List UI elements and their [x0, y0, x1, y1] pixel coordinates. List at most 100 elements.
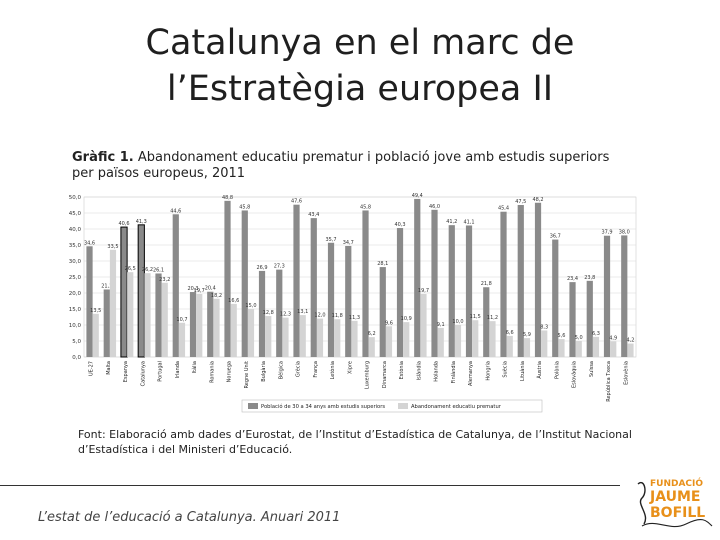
- data-label: 10,9: [401, 316, 412, 322]
- bar-early-leaving: [506, 335, 513, 357]
- bar-higher-education: [552, 239, 559, 357]
- bar-early-leaving: [334, 319, 341, 357]
- chart-caption: Gràfic 1. Abandonament educatiu prematur…: [72, 150, 632, 182]
- bar-early-leaving: [196, 293, 203, 357]
- bar-early-leaving: [437, 327, 444, 357]
- legend-swatch: [248, 403, 258, 409]
- bar-early-leaving: [575, 341, 582, 357]
- data-label: 23,4: [567, 276, 578, 282]
- legend-label: Població de 30 a 34 anys amb estudis sup…: [261, 403, 385, 410]
- data-label: 47,6: [291, 199, 302, 205]
- data-label: 23,2: [159, 277, 170, 283]
- logo-line-2: JAUME: [649, 489, 700, 505]
- legend-box: [241, 399, 543, 413]
- x-tick-label: França: [313, 361, 319, 378]
- data-label: 12,3: [280, 312, 291, 318]
- y-tick-label: 0,0: [72, 355, 81, 361]
- x-tick-label: Eslovàquia: [571, 361, 578, 388]
- x-tick-label: Àustria: [536, 361, 543, 379]
- data-label: 48,2: [532, 197, 543, 203]
- bar-higher-education: [155, 273, 162, 357]
- data-label: 5,6: [558, 333, 566, 339]
- bar-early-leaving: [385, 326, 393, 357]
- bar-higher-education: [207, 291, 214, 357]
- data-label: 26,5: [125, 266, 136, 272]
- bar-higher-education: [500, 211, 507, 357]
- x-tick-label: UE-27: [89, 361, 95, 376]
- source-note: Font: Elaboració amb dades d’Eurostat, d…: [78, 428, 632, 456]
- y-tick-label: 40,0: [69, 227, 82, 233]
- footer-text: L’estat de l’educació a Catalunya. Anuar…: [38, 510, 341, 525]
- data-label: 27,3: [274, 264, 285, 270]
- data-label: 45,4: [498, 206, 509, 212]
- data-label: 33,5: [107, 244, 118, 250]
- data-label: 16,6: [228, 298, 239, 304]
- y-tick-label: 30,0: [69, 259, 82, 265]
- caption-label: Gràfic 1.: [72, 150, 134, 165]
- data-label: 4,2: [627, 338, 635, 344]
- data-label: 28,1: [377, 261, 388, 267]
- caption-text: Abandonament educatiu prematur i poblaci…: [72, 150, 610, 181]
- data-label: 43,4: [308, 212, 319, 218]
- logo-line-1: FUNDACIÓ: [650, 477, 703, 489]
- bar-early-leaving: [299, 315, 306, 357]
- data-label: 6,3: [592, 331, 600, 337]
- data-label: 9,1: [437, 322, 445, 328]
- data-label: 45,8: [360, 204, 371, 210]
- bar-early-leaving: [420, 293, 427, 357]
- data-label: 48,8: [222, 195, 233, 201]
- data-label: 41,3: [136, 219, 147, 225]
- data-label: 15,0: [245, 303, 256, 309]
- data-label: 34,7: [343, 240, 354, 246]
- bar-higher-education: [103, 289, 110, 357]
- x-tick-label: República Txeca: [605, 361, 612, 402]
- data-label: 19,7: [194, 288, 205, 294]
- x-tick-label: Polònia: [553, 361, 560, 379]
- legend-swatch: [398, 403, 408, 409]
- data-label: 21,8: [481, 281, 492, 287]
- x-tick-label: Suècia: [502, 361, 509, 378]
- data-label: 41,1: [463, 219, 474, 225]
- x-tick-label: Irlanda: [175, 361, 181, 378]
- bar-early-leaving: [627, 343, 634, 357]
- bar-early-leaving: [368, 337, 375, 357]
- data-label: 13,1: [297, 309, 308, 315]
- y-tick-label: 10,0: [69, 323, 82, 329]
- data-label: 45,8: [239, 204, 250, 210]
- y-tick-label: 25,0: [69, 275, 82, 281]
- bar-higher-education: [483, 287, 490, 357]
- chart-container: 0,0 5,0 10,0 15,0 20,0 25,0 30,0 35,0 40,0 45,0 50…: [62, 190, 640, 420]
- x-tick-label: Lituània: [519, 361, 526, 381]
- bar-early-leaving: [351, 320, 358, 357]
- x-tick-label: Catalunya: [140, 361, 146, 386]
- logo-line-3: BOFILL: [650, 505, 705, 521]
- x-tick-label: Bèlgica: [277, 361, 284, 379]
- x-tick-label: Eslovènia: [622, 361, 629, 385]
- bar-higher-education: [276, 269, 283, 357]
- data-label: 21,1: [101, 283, 112, 289]
- data-label: 12,0: [314, 313, 325, 319]
- y-tick-label: 5,0: [72, 339, 81, 345]
- data-label: 13,5: [90, 308, 101, 314]
- bar-higher-education: [431, 209, 438, 357]
- data-label: 5,0: [575, 335, 583, 341]
- x-tick-label: Portugal: [158, 361, 164, 382]
- data-label: 10,0: [452, 319, 463, 325]
- data-label: 47,5: [515, 199, 526, 205]
- data-label: 46,0: [429, 204, 440, 210]
- bar-early-leaving: [403, 322, 410, 357]
- y-tick-label: 35,0: [69, 243, 82, 249]
- bar-early-leaving: [558, 339, 565, 357]
- logo-signature-scribble: [641, 518, 713, 528]
- bar-early-leaving: [213, 298, 220, 357]
- x-tick-label: Romania: [209, 361, 215, 383]
- bar-higher-education: [517, 205, 524, 357]
- data-label: 20,4: [205, 286, 216, 292]
- data-label: 37,9: [601, 230, 612, 236]
- data-label: 4,9: [609, 335, 617, 341]
- x-tick-label: Finlàndia: [450, 361, 457, 383]
- bar-higher-education: [534, 202, 542, 357]
- x-tick-label: Islàndia: [415, 361, 422, 380]
- bar-early-leaving: [523, 338, 531, 357]
- x-tick-label: Grècia: [295, 361, 302, 377]
